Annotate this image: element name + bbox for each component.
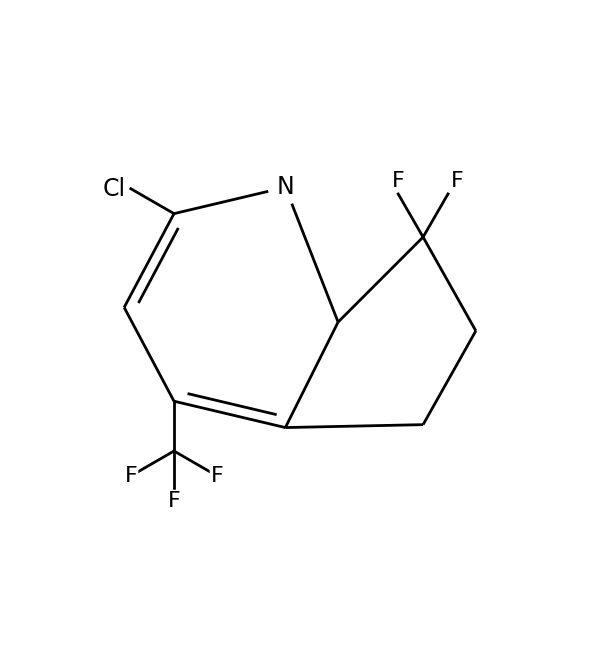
Text: F: F (392, 171, 404, 191)
Text: Cl: Cl (103, 177, 126, 201)
Text: F: F (124, 466, 137, 486)
Text: N: N (277, 176, 294, 200)
Text: F: F (167, 491, 181, 511)
Text: F: F (451, 171, 464, 191)
Text: F: F (211, 466, 224, 486)
